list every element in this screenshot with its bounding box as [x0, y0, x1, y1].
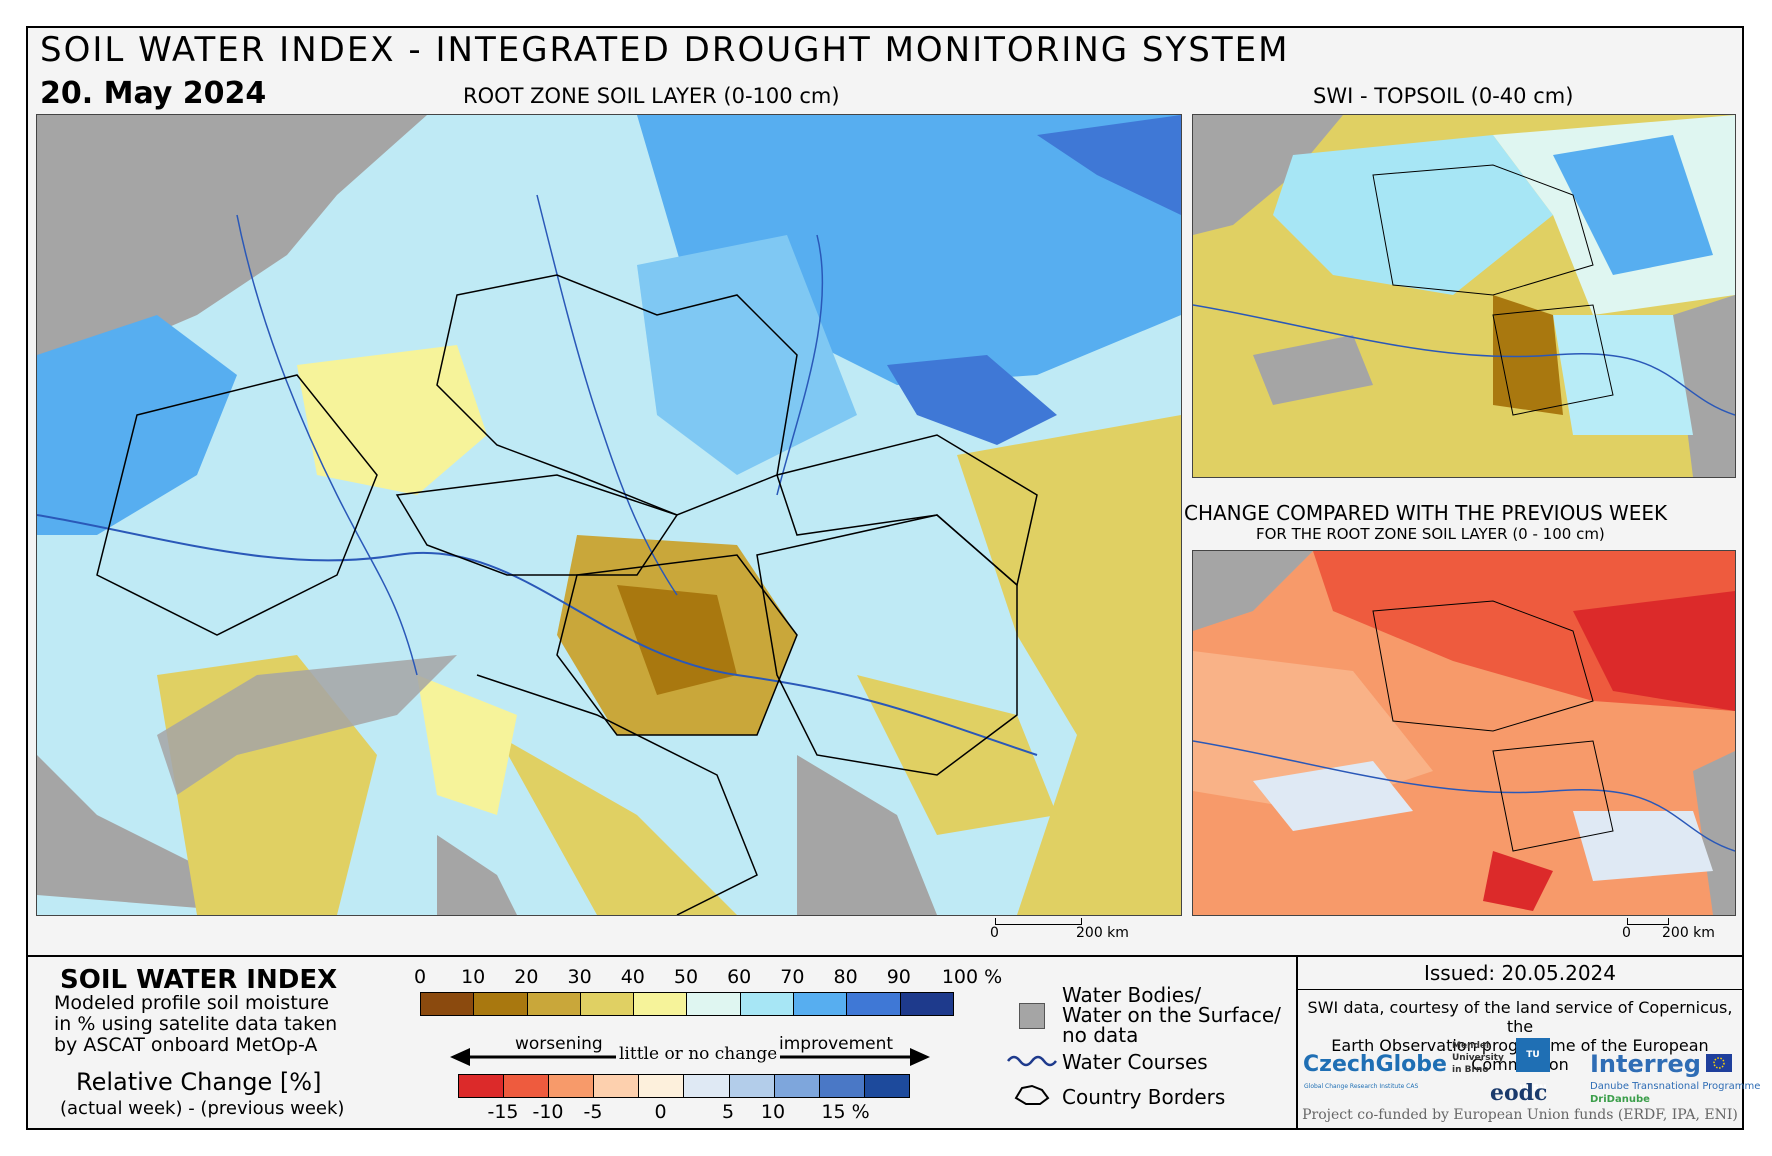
change-ramp-bin — [594, 1075, 640, 1097]
water-bodies-label: Water Bodies/ Water on the Surface/ no d… — [1062, 985, 1281, 1045]
change-tick-label: 5 — [721, 1101, 735, 1123]
credits-panel — [1296, 955, 1746, 1130]
swi-ramp-bin — [634, 993, 688, 1015]
weekly-change-map — [1192, 550, 1736, 916]
scale-distance-label: 200 km — [1076, 925, 1129, 941]
change-tick-label: -10 — [532, 1101, 564, 1123]
swi-tick-label: 40 — [620, 966, 645, 988]
root-zone-map — [36, 114, 1182, 916]
issued-date: Issued: 20.05.2024 — [1296, 955, 1744, 990]
swi-tick-label: 30 — [567, 966, 592, 988]
change-tick-label: -5 — [583, 1101, 603, 1123]
swi-legend-description: Modeled profile soil moisture in % using… — [54, 993, 374, 1056]
czechglobe-subtitle: Global Change Research Institute CAS — [1304, 1083, 1419, 1090]
swi-tick-label: 10 — [461, 966, 486, 988]
scale-distance-label: 200 km — [1662, 925, 1715, 941]
swi-desc-line: Modeled profile soil moisture — [54, 992, 329, 1014]
swi-ramp-bin — [740, 993, 795, 1015]
scale-zero-label: 0 — [990, 925, 999, 941]
swi-ramp-bin — [421, 993, 475, 1015]
change-ramp-bin — [819, 1075, 865, 1097]
water-bodies-line: Water on the Surface/ — [1062, 1003, 1281, 1027]
interreg-logo: Interreg — [1590, 1050, 1701, 1078]
topsoil-map — [1192, 114, 1736, 478]
change-ramp-bin — [639, 1075, 685, 1097]
eodc-logo: eodc — [1490, 1080, 1548, 1106]
change-tick-label: 0 — [654, 1101, 667, 1123]
tu-wien-logo: TU WIEN — [1516, 1038, 1550, 1094]
change-ramp-bin — [684, 1075, 730, 1097]
change-tick-label: -15 — [487, 1101, 519, 1123]
swi-legend-title: SOIL WATER INDEX — [60, 965, 338, 995]
root-zone-map-canvas — [37, 115, 1181, 915]
water-bodies-line: no data — [1062, 1023, 1139, 1047]
country-borders-label: Country Borders — [1062, 1085, 1226, 1109]
swi-tick-label: 90 — [886, 966, 911, 988]
change-ramp-bin — [864, 1075, 909, 1097]
swi-ramp-bin — [687, 993, 741, 1015]
cofunded-note: Project co-funded by European Union fund… — [1302, 1107, 1738, 1123]
change-ramp-bin — [774, 1075, 820, 1097]
main-map-title: ROOT ZONE SOIL LAYER (0-100 cm) — [463, 84, 840, 108]
change-ramp-bin — [549, 1075, 595, 1097]
swi-tick-label: 0 — [413, 966, 427, 988]
czechglobe-logo: CzechGlobe — [1303, 1052, 1447, 1077]
swi-ramp-bin — [527, 993, 581, 1015]
change-ramp-bin — [729, 1075, 775, 1097]
swi-ramp-bin — [900, 993, 953, 1015]
swi-desc-line: by ASCAT onboard MetOp-A — [54, 1034, 318, 1056]
swi-tick-label: 70 — [780, 966, 805, 988]
weekly-change-map-canvas — [1193, 551, 1735, 915]
swi-tick-label: 50 — [673, 966, 699, 988]
topsoil-map-title: SWI - TOPSOIL (0-40 cm) — [1313, 84, 1574, 108]
swi-desc-line: in % using satelite data taken — [54, 1013, 338, 1035]
mendel-logo: Mendel University in Brno — [1452, 1041, 1504, 1075]
dridanube-label: DriDanube — [1590, 1094, 1650, 1105]
water-course-icon — [1006, 1053, 1058, 1073]
water-bodies-line: Water Bodies/ — [1062, 983, 1202, 1007]
issue-date: 20. May 2024 — [40, 76, 267, 111]
change-tick-label: 10 — [760, 1101, 786, 1123]
country-border-icon — [1012, 1080, 1052, 1112]
swi-tick-label: 100 % — [941, 966, 1003, 988]
water-courses-label: Water Courses — [1062, 1050, 1208, 1074]
legend-panel — [26, 955, 1744, 1132]
worsening-label: worsening — [512, 1034, 606, 1054]
relative-change-description: (actual week) - (previous week) — [60, 1098, 345, 1119]
swi-color-ramp — [420, 992, 954, 1016]
change-map-title: CHANGE COMPARED WITH THE PREVIOUS WEEK — [1184, 501, 1668, 525]
figure-title: SOIL WATER INDEX - INTEGRATED DROUGHT MO… — [40, 30, 1290, 70]
change-ramp-bin — [504, 1075, 550, 1097]
credits-line: SWI data, courtesy of the land service o… — [1307, 998, 1733, 1036]
swi-ramp-bin — [794, 993, 848, 1015]
swi-tick-label: 60 — [727, 966, 752, 988]
interreg-subtitle: Danube Transnational Programme — [1590, 1081, 1761, 1092]
change-map-subtitle: FOR THE ROOT ZONE SOIL LAYER (0 - 100 cm… — [1256, 525, 1605, 543]
swi-ramp-bin — [474, 993, 528, 1015]
improvement-label: improvement — [776, 1034, 897, 1054]
topsoil-map-canvas — [1193, 115, 1735, 477]
no-change-label: little or no change — [616, 1044, 781, 1064]
swi-tick-label: 80 — [833, 966, 858, 988]
swi-ramp-bin — [847, 993, 901, 1015]
swi-tick-label: 20 — [514, 966, 539, 988]
scale-zero-label: 0 — [1622, 925, 1631, 941]
eu-flag-icon — [1706, 1054, 1732, 1072]
water-bodies-swatch — [1019, 1003, 1045, 1029]
change-tick-label: 15 % — [821, 1101, 870, 1123]
relative-change-title: Relative Change [%] — [76, 1068, 322, 1096]
change-ramp-bin — [459, 1075, 505, 1097]
change-color-ramp — [458, 1074, 910, 1098]
swi-ramp-bin — [580, 993, 635, 1015]
